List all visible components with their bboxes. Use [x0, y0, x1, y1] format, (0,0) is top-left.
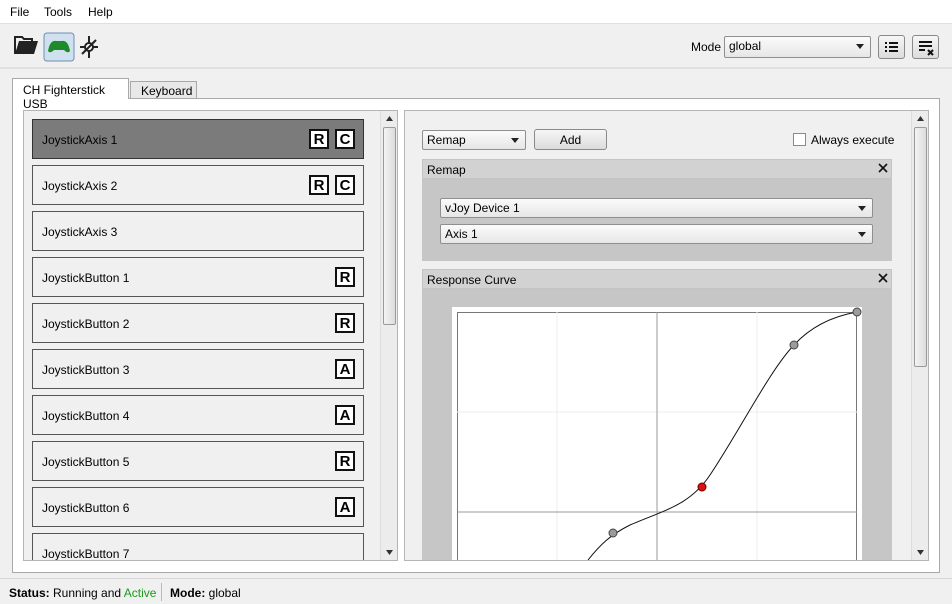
- menu-item[interactable]: Tools: [44, 5, 73, 19]
- input-label: JoystickButton 6: [42, 501, 130, 515]
- status: Status: Running and Active: [9, 586, 156, 600]
- scroll-thumb[interactable]: [383, 127, 396, 325]
- toolbar-icons: [0, 32, 952, 69]
- input-label: JoystickAxis 1: [42, 133, 118, 147]
- badge: R: [335, 267, 355, 287]
- input-item[interactable]: JoystickButton 2 R: [32, 303, 364, 343]
- status-text: Running and: [53, 586, 122, 600]
- badge: A: [335, 405, 355, 425]
- close-icon[interactable]: [878, 273, 888, 283]
- axis-select[interactable]: Axis 1: [440, 224, 873, 244]
- section-body: [422, 179, 892, 261]
- input-label: JoystickButton 7: [42, 547, 130, 561]
- input-item[interactable]: JoystickButton 1 R: [32, 257, 364, 297]
- status-mode: Mode: global: [170, 586, 241, 600]
- checkbox[interactable]: [793, 133, 806, 146]
- mode-label: Mode:: [170, 586, 206, 600]
- input-label: JoystickAxis 3: [42, 225, 118, 239]
- input-label: JoystickAxis 2: [42, 179, 118, 193]
- menu-bar: [0, 0, 952, 24]
- section-header: Remap: [422, 159, 892, 179]
- status-label: Status:: [9, 586, 50, 600]
- open-icon[interactable]: [14, 36, 38, 54]
- close-icon[interactable]: [878, 163, 888, 173]
- menu-item[interactable]: File: [10, 5, 30, 19]
- scrollbar[interactable]: [380, 111, 397, 560]
- mode-list-button[interactable]: [878, 35, 905, 59]
- separator: [161, 583, 162, 601]
- tool-icon[interactable]: [80, 36, 98, 58]
- input-item[interactable]: JoystickButton 7: [32, 533, 364, 561]
- input-list: JoystickAxis 1 R C JoystickAxis 2 R C Joystick…: [23, 110, 398, 561]
- input-label: JoystickButton 2: [42, 317, 130, 331]
- add-button[interactable]: Add: [534, 129, 607, 150]
- input-label: JoystickButton 4: [42, 409, 130, 423]
- badge: R: [335, 451, 355, 471]
- mode-remove-button[interactable]: [912, 35, 939, 59]
- tab-active[interactable]: CH Fighterstick USB: [12, 78, 129, 111]
- input-item[interactable]: JoystickButton 6 A: [32, 487, 364, 527]
- scrollbar[interactable]: [911, 111, 928, 560]
- scroll-thumb[interactable]: [914, 127, 927, 367]
- menu-item[interactable]: Help: [88, 5, 113, 19]
- list-icon: [885, 42, 898, 52]
- checkbox-label[interactable]: Always execute: [811, 133, 895, 147]
- mode-label: Mode: [691, 40, 722, 54]
- badge: R: [335, 313, 355, 333]
- input-item[interactable]: JoystickButton 5 R: [32, 441, 364, 481]
- device-select[interactable]: vJoy Device 1: [440, 198, 873, 218]
- input-label: JoystickButton 5: [42, 455, 130, 469]
- badge: R: [309, 129, 329, 149]
- section-header: Response Curve: [422, 269, 892, 289]
- action-select[interactable]: Remap: [422, 130, 526, 150]
- input-item[interactable]: JoystickAxis 3: [32, 211, 364, 251]
- status-bar: [0, 578, 952, 604]
- badge: C: [335, 129, 355, 149]
- tab[interactable]: Keyboard: [130, 81, 197, 98]
- badge: C: [335, 175, 355, 195]
- badge: A: [335, 359, 355, 379]
- curve-plot: [452, 307, 862, 560]
- input-label: JoystickButton 1: [42, 271, 130, 285]
- mode-value: global: [208, 586, 241, 600]
- input-item[interactable]: JoystickButton 3 A: [32, 349, 364, 389]
- badge: R: [309, 175, 329, 195]
- list-remove-icon: [919, 41, 934, 56]
- input-label: JoystickButton 3: [42, 363, 130, 377]
- input-item[interactable]: JoystickButton 4 A: [32, 395, 364, 435]
- gamepad-icon: [48, 40, 70, 53]
- badge: A: [335, 497, 355, 517]
- status-state: Active: [123, 586, 157, 600]
- mode-select[interactable]: global: [724, 36, 871, 58]
